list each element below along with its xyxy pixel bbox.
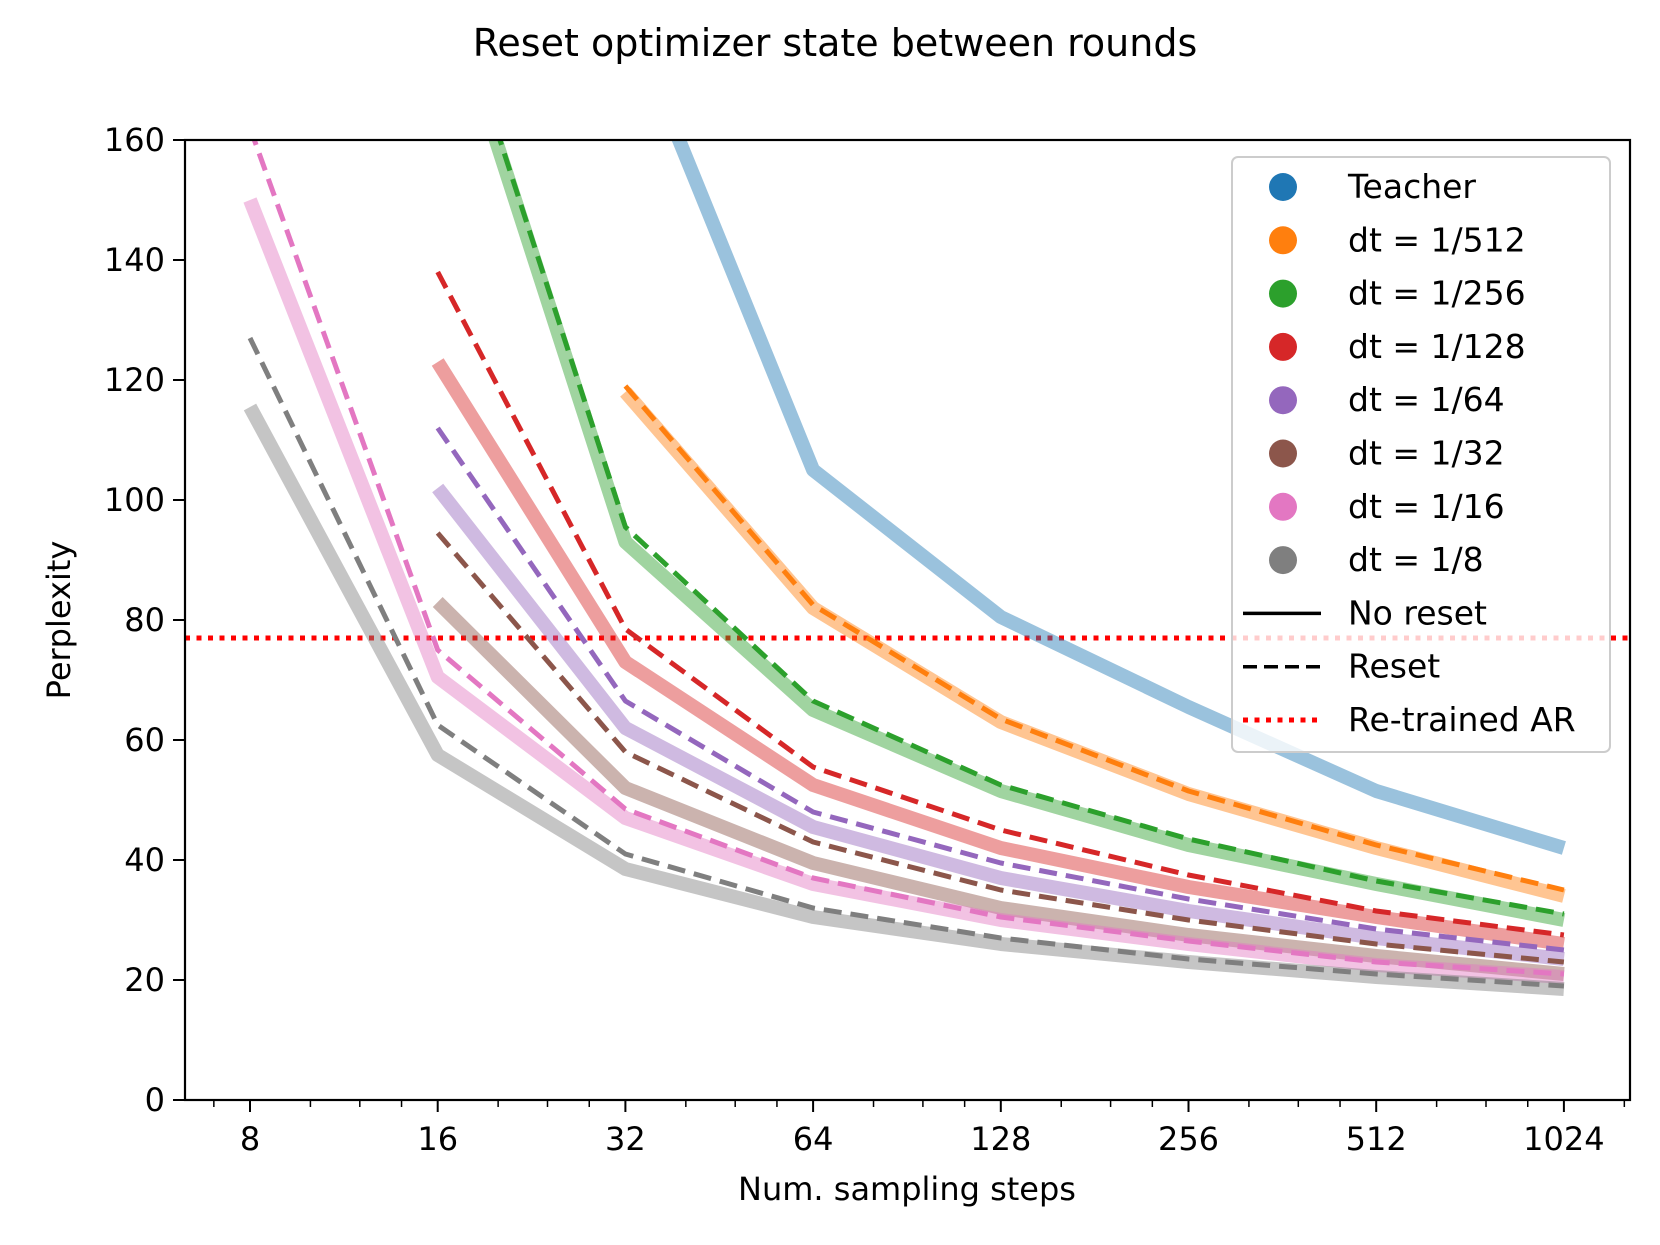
x-tick-label: 32 [605, 1120, 646, 1158]
series-line-dt-1-64-solid [432, 483, 1565, 966]
legend-marker [1269, 439, 1297, 468]
y-axis: 0 20 40 60 80 100 120 140 160 [104, 121, 185, 1119]
x-tick-label: 128 [970, 1120, 1031, 1158]
y-axis-label: Perplexity [40, 541, 78, 700]
x-tick-label: 64 [793, 1120, 834, 1158]
y-tick-label: 20 [124, 961, 165, 999]
legend-label: dt = 1/512 [1348, 220, 1526, 259]
x-axis: 8 16 32 64 128 256 512 1024 [213, 1100, 1626, 1158]
x-tick-label: 16 [417, 1120, 458, 1158]
series-line-dt-1-128-dashed [435, 270, 1565, 938]
legend-marker [1269, 386, 1297, 415]
series-line-dt-1-32-solid [432, 597, 1565, 981]
legend-marker [1269, 279, 1297, 308]
legend-label: dt = 1/128 [1348, 327, 1526, 366]
legend-label: Teacher [1347, 167, 1476, 206]
legend-label: Reset [1348, 647, 1440, 686]
series-layer [243, 140, 1566, 996]
series-line-dt-1-64-dashed [435, 426, 1565, 953]
y-tick-label: 100 [104, 481, 165, 519]
legend-label: dt = 1/64 [1348, 380, 1505, 419]
legend-marker [1269, 332, 1297, 361]
series-line-dt-1-8-solid [243, 403, 1565, 996]
legend-label: dt = 1/16 [1348, 487, 1505, 526]
legend: Teacher dt = 1/512 dt = 1/256 dt = 1/128 dt … [1231, 156, 1611, 753]
y-tick-label: 140 [104, 241, 165, 279]
series-line-dt-1-512-dashed [623, 384, 1565, 893]
legend-marker [1269, 173, 1297, 201]
series-line-dt-1-32-dashed [435, 531, 1565, 965]
y-tick-label: 160 [104, 121, 165, 159]
x-axis-label: Num. sampling steps [738, 1170, 1076, 1208]
y-tick-label: 80 [124, 601, 165, 639]
legend-marker [1269, 546, 1297, 575]
x-tick-label: 256 [1158, 1120, 1219, 1158]
series-line-dt-1-128-solid [431, 358, 1565, 951]
y-tick-label: 40 [124, 841, 165, 879]
x-tick-label: 8 [240, 1120, 260, 1158]
series-line-dt-1-16-dashed [251, 140, 1565, 977]
legend-box [1231, 156, 1611, 753]
y-tick-label: 120 [104, 361, 165, 399]
x-tick-label: 512 [1346, 1120, 1407, 1158]
series-line-dt-1-256-solid [488, 140, 1566, 927]
y-tick-label: 0 [145, 1081, 165, 1119]
legend-label: Re-trained AR [1348, 700, 1576, 739]
legend-marker [1269, 226, 1297, 255]
series-line-dt-1-256-dashed [497, 140, 1565, 917]
legend-label: dt = 1/8 [1348, 540, 1484, 579]
legend-label: dt = 1/256 [1348, 274, 1526, 313]
series-line-dt-1-8-dashed [247, 336, 1565, 989]
chart-title: Reset optimizer state between rounds [473, 21, 1198, 65]
legend-label: No reset [1348, 593, 1487, 632]
series-line-dt-1-16-solid [243, 197, 1565, 984]
x-tick-label: 1024 [1523, 1120, 1604, 1158]
y-tick-label: 60 [124, 721, 165, 759]
legend-label: dt = 1/32 [1348, 434, 1505, 473]
legend-marker [1269, 492, 1297, 521]
series-line-teacher-solid [671, 140, 1566, 855]
